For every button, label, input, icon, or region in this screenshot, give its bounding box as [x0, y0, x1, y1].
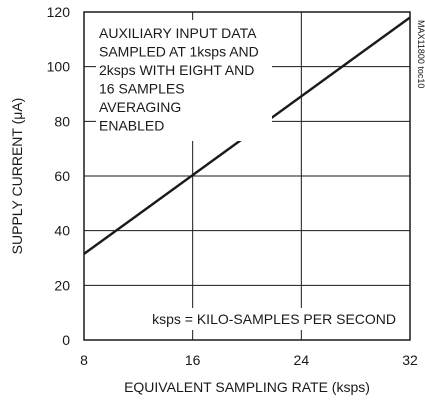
- y-tick-label: 20: [54, 277, 70, 293]
- watermark-text: MAX11800 toc10: [416, 20, 425, 88]
- y-axis-label: SUPPLY CURRENT (μA): [9, 98, 25, 255]
- annotation-line: AVERAGING: [99, 99, 181, 115]
- y-tick-label: 40: [54, 223, 70, 239]
- annotation-line: AUXILIARY INPUT DATA: [99, 25, 257, 41]
- annotations: AUXILIARY INPUT DATA SAMPLED AT 1ksps AND…: [96, 20, 400, 330]
- x-axis-label: EQUIVALENT SAMPLING RATE (ksps): [124, 379, 370, 395]
- x-tick-label: 32: [402, 352, 418, 368]
- y-tick-label: 120: [47, 4, 71, 20]
- annotation-box-background: [96, 20, 272, 141]
- y-tick-label: 80: [54, 113, 70, 129]
- annotation-line: SAMPLED AT 1ksps AND: [99, 44, 259, 60]
- annotation-line: 16 SAMPLES: [99, 81, 185, 97]
- x-tick-label: 8: [80, 352, 88, 368]
- plot-frame: [83, 11, 411, 341]
- note-text: ksps = KILO-SAMPLES PER SECOND: [152, 311, 396, 327]
- x-tick-label: 24: [294, 352, 310, 368]
- note-background: [134, 308, 400, 330]
- y-tick-label: 100: [47, 59, 71, 75]
- y-tick-label: 60: [54, 168, 70, 184]
- annotation-line: ENABLED: [99, 118, 164, 134]
- x-axis-ticks: 8 16 24 32: [80, 352, 418, 368]
- x-tick-label: 16: [185, 352, 201, 368]
- y-axis-ticks: 0 20 40 60 80 100 120: [47, 4, 71, 348]
- annotation-line: 2ksps WITH EIGHT AND: [99, 62, 254, 78]
- y-tick-label: 0: [62, 332, 70, 348]
